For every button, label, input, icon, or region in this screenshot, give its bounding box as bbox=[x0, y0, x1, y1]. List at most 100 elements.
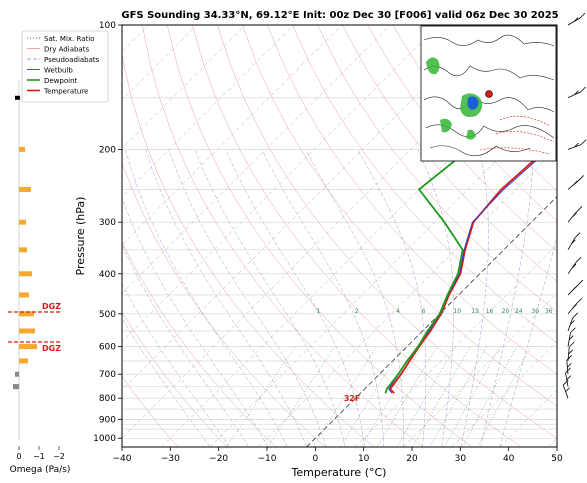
y-tick-label: 200 bbox=[99, 145, 116, 155]
mixing-ratio-line bbox=[412, 346, 471, 447]
y-tick-label: 1000 bbox=[93, 434, 116, 444]
omega-bar bbox=[19, 186, 31, 192]
wind-barb-feather bbox=[565, 367, 571, 374]
inset-map-precip-blue bbox=[467, 96, 479, 110]
wind-barb-staff bbox=[567, 91, 581, 99]
mixing-ratio-labels: 1 2 4 6 8 10 13 16 20 24 30 36 bbox=[316, 308, 552, 315]
omega-tick-label: 0 bbox=[16, 452, 21, 461]
mixing-ratio-label: 2 bbox=[355, 308, 359, 315]
omega-bar bbox=[15, 371, 19, 377]
pseudoadiabat bbox=[122, 317, 211, 447]
wind-barb-feather bbox=[568, 349, 573, 355]
dry-adiabat bbox=[392, 25, 557, 222]
pseudoadiabat bbox=[460, 149, 489, 447]
y-tick-label: 300 bbox=[99, 218, 116, 228]
omega-bar bbox=[19, 146, 25, 152]
wind-barb-feather bbox=[579, 12, 586, 19]
wind-barb-feather bbox=[568, 335, 574, 340]
inset-map-coastlines bbox=[423, 34, 555, 157]
dgz-label-top: DGZ bbox=[42, 302, 61, 311]
legend-box bbox=[21, 30, 109, 103]
mixing-ratio-line bbox=[462, 346, 518, 447]
x-tick-label: 50 bbox=[551, 454, 563, 464]
wind-barb-feather bbox=[562, 379, 569, 386]
pseudoadiabat bbox=[145, 149, 307, 447]
pseudoadiabat bbox=[122, 197, 269, 447]
isotherm bbox=[122, 25, 294, 197]
omega-bar bbox=[19, 271, 32, 277]
y-axis: 100 200 300 400 500 600 700 800 900 1000 bbox=[93, 21, 122, 444]
omega-bar bbox=[19, 219, 26, 225]
mixing-ratio-label: 30 bbox=[531, 308, 539, 315]
x-tick-label: −20 bbox=[209, 454, 228, 464]
wind-barb-feather bbox=[572, 304, 577, 309]
wind-barb-feather bbox=[567, 362, 572, 368]
legend-label: Pseudoadiabats bbox=[44, 56, 100, 64]
isotherm bbox=[258, 147, 557, 447]
wind-barb-feather bbox=[566, 375, 572, 381]
dry-adiabat bbox=[122, 311, 228, 447]
y-tick-label: 100 bbox=[99, 21, 116, 31]
mixing-ratio-line bbox=[444, 346, 501, 447]
dry-adiabat bbox=[292, 25, 557, 344]
y-tick-label: 900 bbox=[99, 415, 116, 425]
y-tick-label: 500 bbox=[99, 310, 116, 320]
dry-adiabat bbox=[142, 25, 424, 447]
wind-barb-feather bbox=[572, 312, 579, 319]
dry-adiabat bbox=[342, 25, 557, 282]
mixing-ratio-label: 24 bbox=[515, 308, 523, 315]
wind-barb-feather bbox=[570, 327, 576, 334]
x-tick-label: −10 bbox=[258, 454, 277, 464]
dry-adiabat bbox=[217, 25, 557, 439]
freezing-isotherm bbox=[306, 196, 557, 447]
pseudoadiabat bbox=[168, 149, 327, 447]
omega-bar bbox=[19, 344, 37, 350]
x-tick-label: 0 bbox=[312, 454, 318, 464]
wind-barb-feather bbox=[565, 387, 570, 392]
pseudoadiabat bbox=[194, 149, 346, 447]
mixing-ratio-line bbox=[267, 346, 335, 447]
dgz-label-bottom: DGZ bbox=[42, 344, 61, 353]
isotherm bbox=[403, 292, 557, 447]
isotherm bbox=[122, 25, 488, 391]
wind-barb-feather bbox=[572, 212, 577, 218]
x-tick-label: 10 bbox=[358, 454, 370, 464]
freezing-label: 32F bbox=[344, 394, 361, 403]
legend-label: Sat. Mix. Ratio bbox=[44, 35, 94, 43]
mixing-ratio-label: 10 bbox=[453, 308, 461, 315]
mixing-ratio-label: 8 bbox=[440, 308, 444, 315]
plot-border bbox=[121, 24, 558, 448]
mixing-ratio-line bbox=[312, 346, 377, 447]
wind-barb-feather bbox=[580, 139, 587, 145]
isotherm bbox=[122, 25, 343, 246]
dry-adiabat bbox=[192, 25, 522, 447]
pseudoadiabat bbox=[261, 149, 385, 447]
isotherm bbox=[209, 99, 557, 447]
inset-map-isobars-red bbox=[479, 115, 555, 155]
x-tick-label: −40 bbox=[113, 454, 132, 464]
legend-label: Dewpoint bbox=[44, 77, 78, 85]
isotherm bbox=[122, 25, 439, 342]
mixing-ratio-line bbox=[360, 346, 423, 447]
omega-bar bbox=[19, 247, 27, 253]
legend-label: Temperature bbox=[43, 88, 88, 96]
wind-barb-feather bbox=[566, 355, 573, 361]
pseudoadiabat bbox=[125, 149, 288, 447]
isotherm bbox=[122, 25, 246, 149]
omega-bar bbox=[19, 358, 28, 364]
wind-barb-feather bbox=[573, 17, 579, 22]
mixing-ratio-line bbox=[376, 346, 438, 447]
wind-barb-staff bbox=[566, 360, 569, 375]
mixing-ratio-line bbox=[429, 346, 487, 447]
y-tick-label: 700 bbox=[99, 370, 116, 380]
omega-tick-label: −1 bbox=[33, 452, 45, 461]
pseudoadiabat bbox=[225, 149, 365, 447]
x-tick-label: 20 bbox=[406, 454, 418, 464]
mixing-ratio-line bbox=[477, 346, 531, 447]
mixing-ratio-label: 20 bbox=[502, 308, 510, 315]
wind-barb-feather bbox=[574, 142, 579, 148]
mixing-ratio-label: 36 bbox=[545, 308, 553, 315]
wind-barb-feather bbox=[576, 206, 583, 212]
y-axis-label: Pressure (hPa) bbox=[74, 197, 87, 276]
pseudoadiabat bbox=[499, 235, 557, 447]
